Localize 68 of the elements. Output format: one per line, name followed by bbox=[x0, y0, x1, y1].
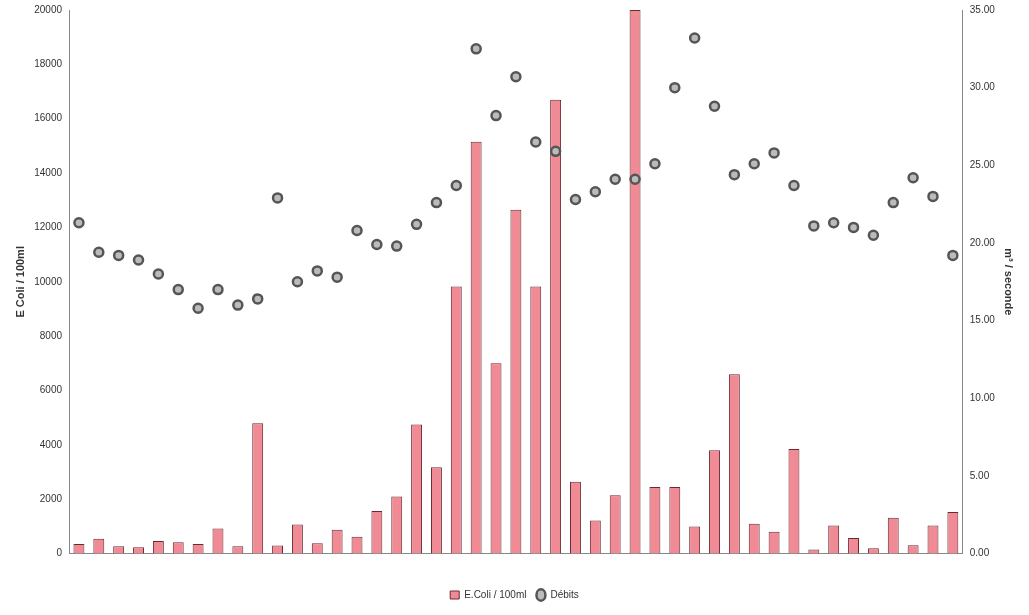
point bbox=[609, 173, 621, 186]
point bbox=[430, 196, 443, 209]
y-tick-label: 2000 bbox=[39, 492, 63, 504]
point bbox=[93, 246, 105, 259]
point bbox=[132, 254, 145, 266]
y-tick-label: 12000 bbox=[34, 221, 63, 233]
point bbox=[192, 302, 204, 314]
point bbox=[629, 173, 641, 186]
y-tick-label: 8000 bbox=[39, 329, 63, 341]
point bbox=[768, 147, 780, 159]
y2-tick-label: 25.00 bbox=[969, 159, 996, 171]
point bbox=[808, 220, 820, 232]
point bbox=[311, 265, 324, 277]
point bbox=[907, 171, 919, 184]
y2-tick-label: 15.00 bbox=[969, 314, 996, 326]
y2-tick-label: 35.00 bbox=[969, 3, 996, 15]
point bbox=[172, 283, 184, 296]
point bbox=[351, 224, 363, 237]
point bbox=[291, 276, 304, 288]
point bbox=[232, 299, 244, 311]
point bbox=[410, 218, 423, 231]
y-tick-label: 16000 bbox=[34, 112, 63, 124]
point bbox=[708, 100, 721, 113]
y-tick-label: 6000 bbox=[39, 384, 63, 396]
y-tick-label: 4000 bbox=[39, 438, 63, 450]
point bbox=[867, 229, 880, 241]
y2-tick-label: 30.00 bbox=[969, 81, 996, 93]
y2-axis-title: m³ / seconde bbox=[1003, 248, 1016, 316]
y-axis-title: E Coli / 100ml bbox=[13, 246, 26, 318]
point bbox=[73, 217, 85, 229]
point bbox=[271, 192, 284, 204]
point bbox=[947, 249, 959, 262]
point bbox=[450, 179, 463, 192]
point bbox=[212, 283, 224, 296]
point bbox=[788, 179, 800, 192]
y2-tick-label: 0.00 bbox=[969, 547, 990, 559]
point bbox=[530, 136, 542, 148]
point bbox=[549, 145, 562, 158]
point bbox=[887, 196, 900, 209]
point bbox=[847, 221, 860, 234]
point bbox=[490, 109, 502, 122]
point bbox=[927, 190, 939, 203]
point bbox=[251, 293, 264, 305]
y2-tick-label: 5.00 bbox=[969, 469, 990, 481]
y-tick-label: 0 bbox=[56, 547, 63, 559]
y-tick-label: 20000 bbox=[34, 3, 63, 15]
point bbox=[649, 158, 661, 170]
point bbox=[728, 168, 741, 181]
point bbox=[371, 238, 383, 251]
point bbox=[827, 217, 840, 229]
point bbox=[510, 71, 522, 83]
point bbox=[112, 249, 125, 262]
point bbox=[688, 32, 701, 44]
point bbox=[390, 240, 403, 252]
y2-tick-label: 20.00 bbox=[969, 236, 996, 248]
legend-label: Débits bbox=[550, 588, 579, 600]
point bbox=[470, 43, 482, 55]
point bbox=[331, 271, 343, 283]
point bbox=[152, 268, 165, 280]
point bbox=[669, 81, 681, 94]
point bbox=[569, 193, 582, 206]
y2-tick-label: 10.00 bbox=[969, 392, 996, 404]
legend-label: E.Coli / 100ml bbox=[464, 588, 527, 600]
point bbox=[589, 185, 602, 198]
point bbox=[748, 158, 760, 170]
y-tick-label: 18000 bbox=[34, 58, 63, 70]
y-tick-label: 10000 bbox=[34, 275, 63, 287]
y-tick-label: 14000 bbox=[34, 166, 63, 178]
